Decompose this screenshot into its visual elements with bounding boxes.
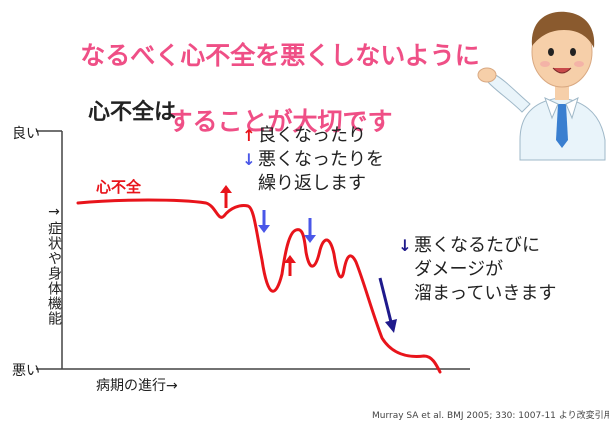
up-arrow-icon bbox=[220, 185, 232, 208]
doctor-illustration bbox=[477, 11, 606, 161]
damage-arrow-icon: ↓ bbox=[398, 236, 412, 255]
y-axis-top-label: 良い bbox=[12, 126, 40, 142]
damage-note-line-1: 悪くなるたびに bbox=[414, 235, 540, 256]
x-axis-label: 病期の進行→ bbox=[96, 378, 178, 394]
down-arrow-icon bbox=[258, 210, 270, 233]
fluctuation-note-line-1: 良くなったり bbox=[258, 125, 366, 146]
damage-arrow-icon bbox=[378, 277, 397, 333]
damage-note: ↓ 悪くなるたびに ダメージが 溜まっていきます bbox=[396, 234, 556, 306]
y-axis-bottom-label: 悪い bbox=[12, 363, 40, 379]
headline-line-1: なるべく心不全を悪くしないように bbox=[80, 41, 480, 70]
curve-label: 心不全 bbox=[96, 178, 142, 196]
fluctuation-note: ↑ 良くなったり ↓ 悪くなったりを 繰り返します bbox=[240, 124, 384, 196]
damage-note-line-3: 溜まっていきます bbox=[414, 283, 557, 304]
section-title: 心不全は bbox=[88, 100, 177, 125]
damage-note-line-2: ダメージが bbox=[414, 259, 504, 280]
citation: Murray SA et al. BMJ 2005; 330: 1007-11 … bbox=[372, 411, 609, 421]
fluctuation-note-line-3: 繰り返します bbox=[258, 173, 366, 194]
up-arrow-icon: ↑ bbox=[242, 126, 256, 145]
down-arrow-icon bbox=[304, 218, 316, 243]
down-arrow-icon: ↓ bbox=[242, 150, 256, 169]
heart-failure-curve bbox=[76, 198, 442, 374]
headline: なるべく心不全を悪くしないように することが大切です bbox=[60, 6, 500, 171]
fluctuation-note-line-2: 悪くなったりを bbox=[258, 149, 384, 170]
up-arrow-icon bbox=[284, 255, 296, 276]
headline-line-2: することが大切です bbox=[167, 107, 393, 136]
y-axis-label: →症状や身体機能 bbox=[46, 204, 62, 326]
